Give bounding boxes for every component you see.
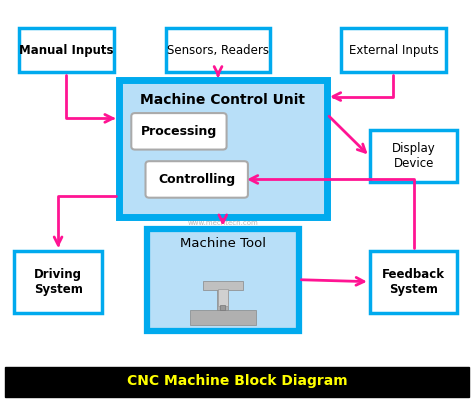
FancyBboxPatch shape — [218, 289, 228, 306]
Text: Machine Tool: Machine Tool — [180, 237, 266, 250]
Text: External Inputs: External Inputs — [348, 44, 438, 57]
FancyBboxPatch shape — [147, 229, 299, 331]
Text: Machine Control Unit: Machine Control Unit — [140, 93, 305, 107]
Text: Feedback
System: Feedback System — [382, 268, 445, 296]
FancyBboxPatch shape — [166, 28, 270, 72]
FancyBboxPatch shape — [19, 28, 114, 72]
Text: Display
Device: Display Device — [392, 142, 436, 170]
Text: Driving
System: Driving System — [34, 268, 82, 296]
FancyBboxPatch shape — [220, 305, 225, 310]
FancyBboxPatch shape — [341, 28, 446, 72]
FancyBboxPatch shape — [203, 281, 243, 290]
FancyBboxPatch shape — [370, 251, 457, 313]
FancyBboxPatch shape — [146, 161, 248, 198]
Text: Manual Inputs: Manual Inputs — [19, 44, 114, 57]
Text: Sensors, Readers: Sensors, Readers — [167, 44, 269, 57]
FancyBboxPatch shape — [14, 251, 102, 313]
FancyBboxPatch shape — [5, 367, 469, 397]
FancyBboxPatch shape — [131, 113, 227, 150]
FancyBboxPatch shape — [118, 80, 327, 217]
FancyBboxPatch shape — [217, 288, 228, 310]
FancyBboxPatch shape — [190, 310, 256, 325]
Text: Processing: Processing — [141, 125, 217, 138]
Text: www.mechtech.com: www.mechtech.com — [187, 220, 258, 225]
Text: CNC Machine Block Diagram: CNC Machine Block Diagram — [127, 375, 347, 388]
Text: Controlling: Controlling — [158, 173, 235, 186]
FancyBboxPatch shape — [370, 130, 457, 182]
